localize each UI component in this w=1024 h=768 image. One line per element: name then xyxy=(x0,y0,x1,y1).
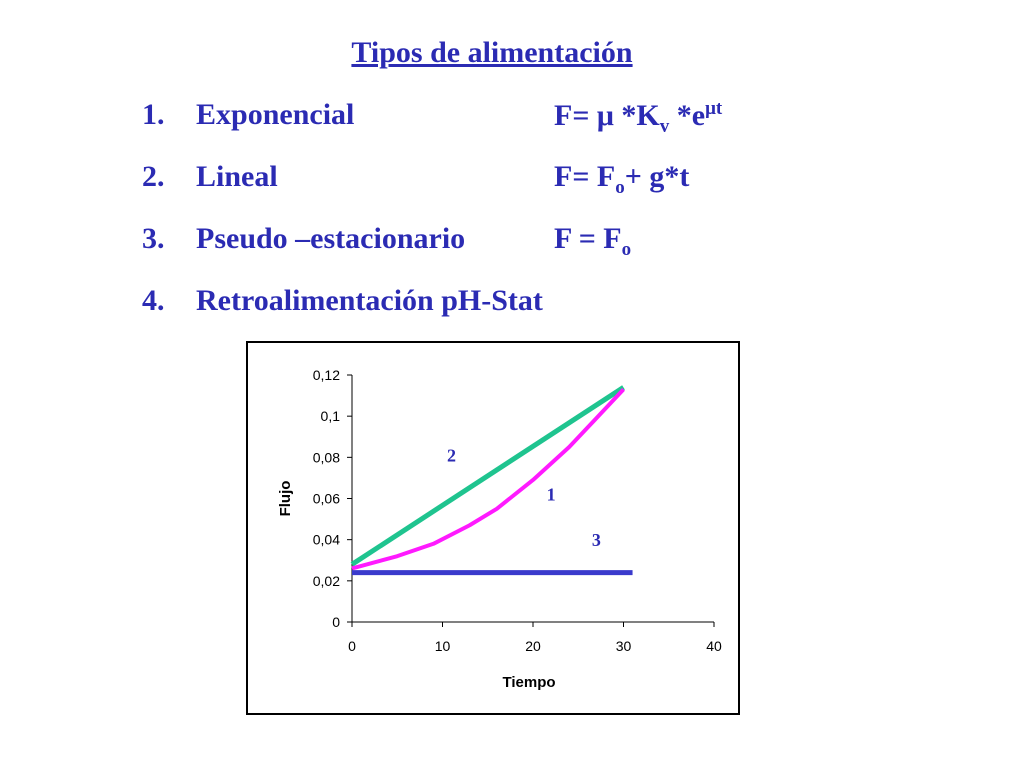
item-number: 2. xyxy=(142,160,165,193)
flow-chart: 0 0,02 0,04 0,06 0,08 0,1 0,12 0 10 20 30 40 Tiempo F… xyxy=(277,367,722,691)
list-item: 2. Lineal F= Fo+ g*t xyxy=(142,160,922,222)
series-line-1 xyxy=(351,388,625,571)
item-formula: F= μ *Kv *eμt xyxy=(554,98,723,137)
x-tick-label: 0 xyxy=(348,638,356,654)
item-formula: F = Fo xyxy=(554,222,632,260)
curve-label: 3 xyxy=(592,530,601,550)
item-label: Lineal xyxy=(196,160,278,193)
y-tick-label: 0,04 xyxy=(313,532,340,548)
item-number: 4. xyxy=(142,284,165,317)
x-tick-label: 30 xyxy=(616,638,632,654)
y-tick-label: 0,12 xyxy=(313,367,340,383)
x-tick-label: 40 xyxy=(706,638,722,654)
item-number: 3. xyxy=(142,222,165,255)
y-tick-label: 0,08 xyxy=(313,449,340,465)
item-label: Retroalimentación pH-Stat xyxy=(196,284,543,317)
x-tick-label: 20 xyxy=(525,638,541,654)
item-number: 1. xyxy=(142,98,165,131)
curve-label: 1 xyxy=(547,485,556,505)
list-item: 1. Exponencial F= μ *Kv *eμt xyxy=(142,98,922,160)
item-formula: F= Fo+ g*t xyxy=(554,160,690,198)
y-tick-label: 0,06 xyxy=(313,491,340,507)
list-item: 4. Retroalimentación pH-Stat xyxy=(142,284,922,346)
series-line-2 xyxy=(350,385,625,567)
item-label: Exponencial xyxy=(196,98,355,131)
chart-frame: 0 0,02 0,04 0,06 0,08 0,1 0,12 0 10 20 30 40 Tiempo F… xyxy=(246,341,740,715)
y-tick-label: 0,1 xyxy=(321,408,341,424)
x-tick-label: 10 xyxy=(435,638,451,654)
x-axis-label: Tiempo xyxy=(502,674,555,691)
y-tick-label: 0 xyxy=(332,614,340,630)
curve-label: 2 xyxy=(447,445,456,465)
y-tick-label: 0,02 xyxy=(313,573,340,589)
feeding-types-list: 1. Exponencial F= μ *Kv *eμt 2. Lineal F… xyxy=(142,98,922,346)
y-axis-label: Flujo xyxy=(277,481,294,517)
item-label: Pseudo –estacionario xyxy=(196,222,466,255)
slide-title: Tipos de alimentación xyxy=(351,36,633,69)
list-item: 3. Pseudo –estacionario F = Fo xyxy=(142,222,922,284)
